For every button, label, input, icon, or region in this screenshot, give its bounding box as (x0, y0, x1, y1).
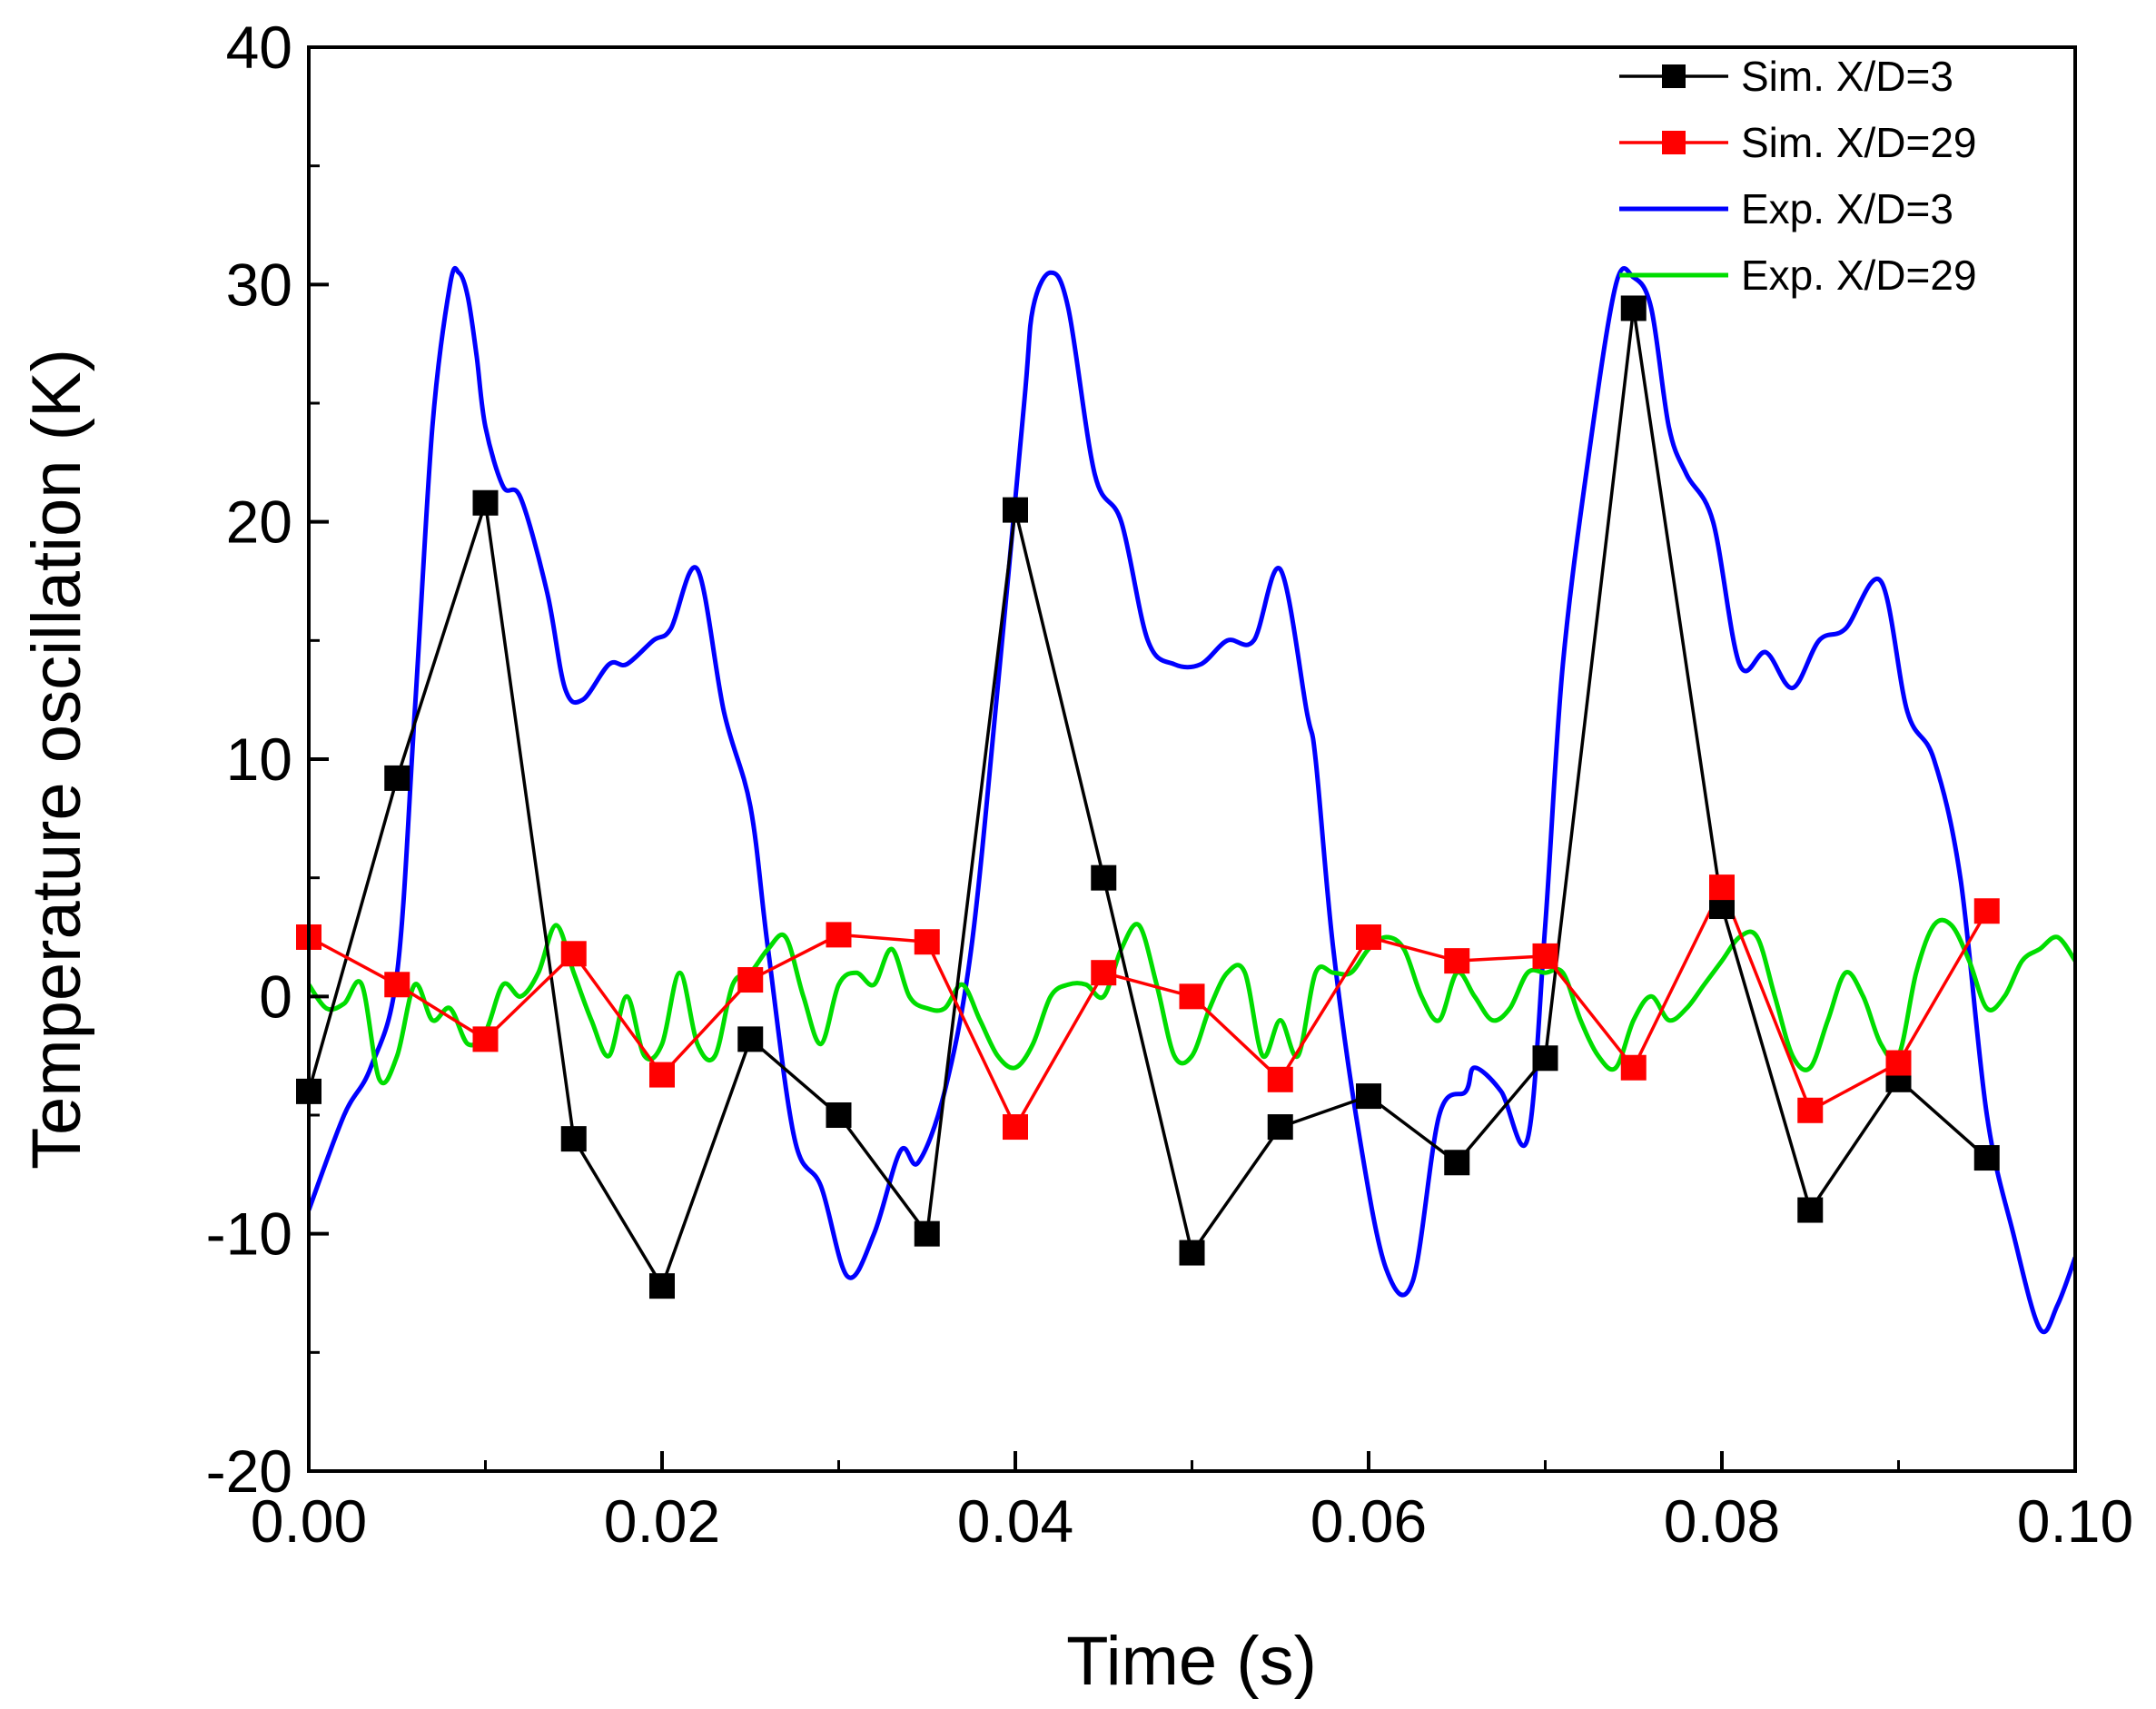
data-point-sim-x-d-3 (384, 765, 410, 791)
data-point-sim-x-d-3 (1444, 1150, 1470, 1176)
x-tick-label: 0.00 (251, 1487, 367, 1555)
data-point-sim-x-d-3 (1532, 1045, 1558, 1072)
data-point-sim-x-d-29 (384, 972, 410, 998)
data-point-sim-x-d-29 (1620, 1054, 1647, 1081)
data-point-sim-x-d-3 (1973, 1145, 2000, 1171)
x-tick-label: 0.10 (2017, 1487, 2133, 1555)
data-point-sim-x-d-29 (914, 929, 940, 955)
x-tick-label: 0.04 (957, 1487, 1073, 1555)
data-point-sim-x-d-3 (1356, 1083, 1381, 1110)
data-point-sim-x-d-29 (1532, 943, 1558, 969)
legend: Sim. X/D=3 Sim. X/D=29 Exp. X/D=3 Exp. X/D=… (1619, 53, 1977, 299)
data-point-sim-x-d-3 (1179, 1240, 1205, 1266)
legend-label-exp-x-d-3: Exp. X/D=3 (1741, 185, 1953, 232)
y-tick-label: -20 (206, 1437, 292, 1505)
x-tick-label: 0.08 (1664, 1487, 1780, 1555)
series-line-exp-x-d-29 (309, 917, 2075, 1086)
y-tick-label: -10 (206, 1200, 292, 1268)
data-point-sim-x-d-3 (649, 1273, 675, 1299)
data-point-sim-x-d-3 (472, 489, 499, 516)
series-line-sim-x-d-3 (309, 306, 1988, 1288)
data-point-sim-x-d-29 (826, 922, 852, 948)
data-point-sim-x-d-29 (1356, 924, 1381, 950)
data-point-sim-x-d-3 (560, 1126, 587, 1152)
y-axis-title: Temperature oscillation (K) (18, 349, 95, 1170)
x-tick-label: 0.06 (1310, 1487, 1427, 1555)
data-point-sim-x-d-29 (1709, 874, 1735, 901)
legend-label-exp-x-d-29: Exp. X/D=29 (1741, 252, 1977, 299)
legend-label-sim-x-d-29: Sim. X/D=29 (1741, 119, 1977, 166)
data-point-sim-x-d-29 (1003, 1114, 1028, 1141)
data-point-sim-x-d-29 (1797, 1097, 1824, 1123)
data-point-sim-x-d-3 (1797, 1197, 1824, 1223)
series-line-exp-x-d-3 (309, 265, 2075, 1334)
legend-label-sim-x-d-3: Sim. X/D=3 (1741, 53, 1953, 100)
x-tick-label: 0.02 (604, 1487, 720, 1555)
data-point-sim-x-d-3 (737, 1026, 764, 1052)
y-axis: -20 -10 0 10 20 30 40 (206, 14, 329, 1505)
y-tick-label: 30 (226, 251, 292, 318)
y-tick-label: 0 (259, 963, 292, 1030)
marker-layer (296, 295, 2000, 1299)
data-point-sim-x-d-29 (649, 1062, 675, 1088)
data-point-sim-x-d-29 (1885, 1050, 1912, 1076)
y-tick-label: 40 (226, 14, 292, 81)
data-point-sim-x-d-3 (914, 1220, 940, 1247)
legend-marker-sim-x-d-29 (1662, 131, 1686, 154)
legend-marker-sim-x-d-3 (1662, 64, 1686, 88)
x-axis: 0.00 0.02 0.04 0.06 0.08 0.10 (251, 1451, 2133, 1555)
series-line-sim-x-d-29 (309, 885, 1989, 1129)
y-tick-label: 10 (226, 726, 292, 793)
data-point-sim-x-d-29 (1444, 948, 1470, 974)
data-point-sim-x-d-29 (1973, 898, 2000, 924)
data-point-sim-x-d-29 (1267, 1066, 1293, 1092)
data-point-sim-x-d-3 (1620, 295, 1647, 321)
data-point-sim-x-d-3 (1003, 497, 1028, 523)
data-point-sim-x-d-29 (472, 1026, 499, 1052)
data-point-sim-x-d-29 (560, 941, 587, 967)
data-point-sim-x-d-3 (1267, 1114, 1293, 1141)
data-point-sim-x-d-3 (826, 1102, 852, 1128)
data-point-sim-x-d-29 (737, 967, 764, 993)
x-axis-title: Time (s) (1066, 1623, 1317, 1700)
data-point-sim-x-d-29 (1179, 983, 1205, 1010)
data-point-sim-x-d-29 (1091, 960, 1117, 986)
series-layer (309, 265, 2075, 1334)
y-tick-label: 20 (226, 489, 292, 556)
data-point-sim-x-d-3 (1091, 864, 1117, 891)
